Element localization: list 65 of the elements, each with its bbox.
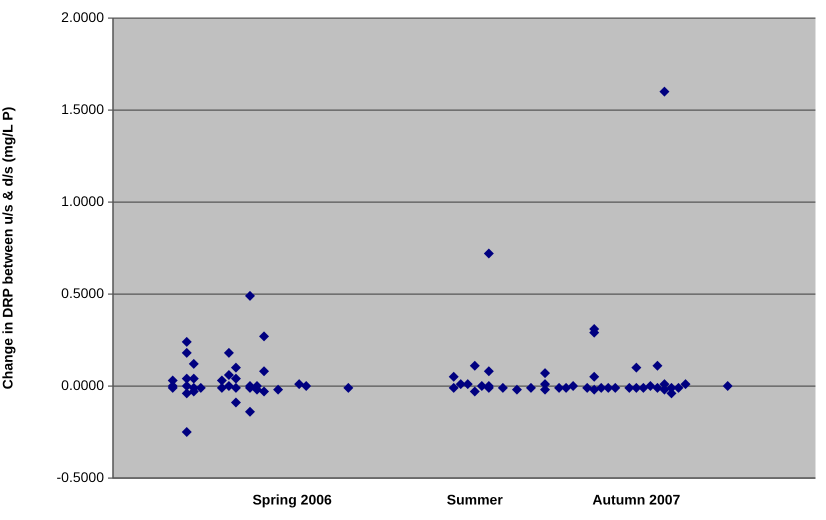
- point: [484, 366, 494, 376]
- point: [596, 382, 606, 393]
- point: [484, 248, 494, 259]
- point: [230, 398, 241, 408]
- point: [216, 375, 227, 386]
- point: [561, 382, 572, 393]
- point: [182, 336, 192, 347]
- y-tick-label: 0.5000: [61, 284, 104, 301]
- point: [448, 382, 459, 393]
- y-axis-title: Change in DRP between u/s & d/s (mg/L P): [0, 106, 16, 390]
- point: [680, 379, 691, 390]
- point: [182, 374, 192, 384]
- point: [230, 362, 241, 373]
- point: [294, 379, 304, 390]
- point: [589, 372, 600, 382]
- point: [582, 382, 592, 393]
- point: [659, 86, 670, 97]
- point: [631, 362, 642, 373]
- y-tick-label: 2.0000: [61, 8, 104, 25]
- point: [301, 381, 312, 391]
- point: [554, 382, 564, 393]
- point: [224, 370, 234, 380]
- point: [182, 348, 192, 358]
- point: [462, 379, 473, 390]
- y-tick-label: 1.5000: [61, 100, 104, 117]
- point: [230, 382, 241, 393]
- point: [526, 382, 536, 393]
- point: [476, 381, 487, 391]
- point: [259, 366, 270, 376]
- point: [456, 379, 466, 390]
- point: [512, 384, 522, 395]
- point: [216, 382, 227, 393]
- point: [674, 382, 684, 393]
- y-tick-label: 1.0000: [61, 192, 104, 209]
- point: [244, 290, 255, 301]
- x-tick-label: Autumn 2007: [592, 491, 681, 508]
- point: [196, 382, 206, 393]
- x-tick-label: Spring 2006: [252, 491, 332, 508]
- point: [498, 382, 508, 393]
- y-tick-label: 0.0000: [61, 376, 104, 393]
- point: [188, 358, 199, 369]
- point: [343, 382, 354, 393]
- point: [470, 360, 480, 371]
- point: [624, 382, 634, 393]
- point: [645, 381, 656, 391]
- point: [244, 406, 255, 417]
- point: [652, 360, 662, 371]
- x-tick-label: Summer: [446, 491, 504, 508]
- point: [540, 368, 550, 378]
- point: [568, 381, 578, 391]
- point: [259, 331, 270, 342]
- point: [610, 382, 620, 393]
- point: [652, 382, 662, 393]
- point: [638, 382, 648, 393]
- point: [230, 374, 241, 384]
- point: [273, 384, 284, 395]
- y-tick-label: -0.5000: [56, 468, 104, 485]
- point: [182, 427, 192, 437]
- point: [722, 381, 733, 391]
- point: [448, 372, 459, 382]
- point: [188, 374, 199, 384]
- point: [224, 348, 234, 358]
- point: [470, 386, 480, 397]
- point: [603, 382, 614, 393]
- point: [259, 386, 270, 397]
